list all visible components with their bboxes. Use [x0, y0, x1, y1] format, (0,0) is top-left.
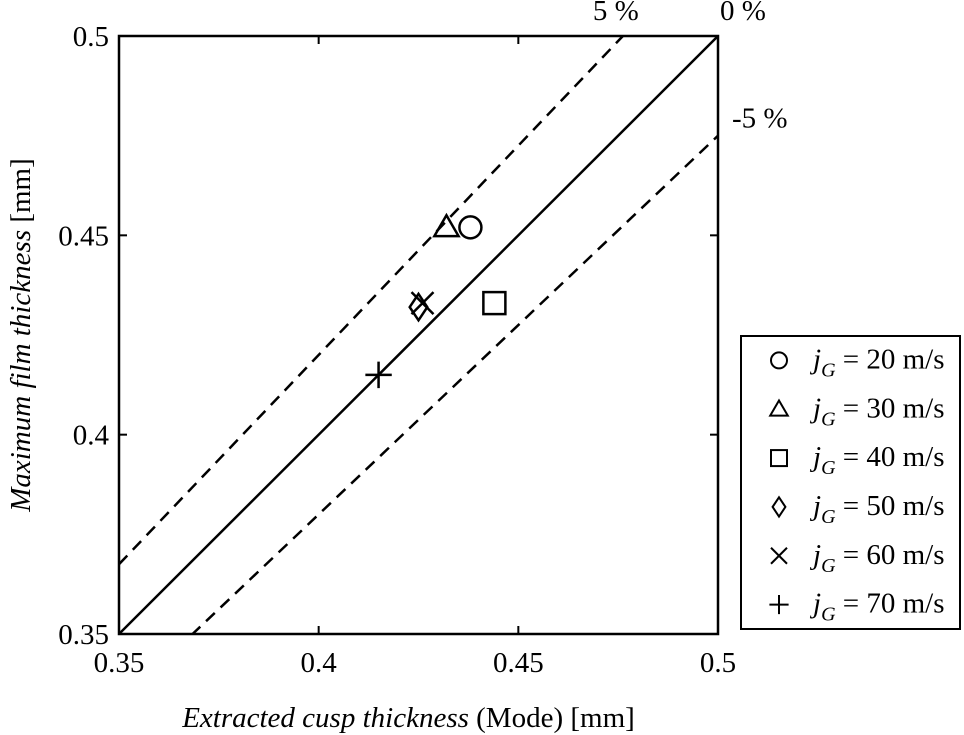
- reference-line: [119, 36, 718, 634]
- y-axis-label: Maximum film thickness [mm]: [5, 158, 37, 513]
- marker: [482, 290, 507, 316]
- legend-label: jG = 40 m/s: [809, 441, 945, 479]
- legend-label: jG = 50 m/s: [809, 490, 945, 528]
- reference-label: 5 %: [593, 0, 639, 27]
- y-tick-label: 0.4: [73, 420, 110, 452]
- marker: [432, 212, 461, 238]
- y-tick-label: 0.45: [58, 220, 109, 252]
- reference-label: 0 %: [720, 0, 766, 27]
- marker: [770, 449, 788, 468]
- marker: [458, 215, 483, 240]
- reference-line: [190, 134, 718, 634]
- y-tick-label: 0.35: [58, 619, 109, 651]
- marker: [770, 547, 788, 565]
- y-tick-label: 0.5: [73, 21, 109, 53]
- x-tick-label: 0.5: [700, 647, 736, 679]
- legend-label: jG = 60 m/s: [809, 539, 945, 577]
- x-tick-label: 0.35: [94, 647, 145, 679]
- plot-frame: [117, 34, 720, 636]
- marker: [768, 398, 790, 417]
- marker: [410, 291, 435, 315]
- legend-label: jG = 30 m/s: [809, 392, 945, 430]
- x-tick-label: 0.4: [301, 647, 338, 679]
- x-axis-label: Extracted cusp thickness (Mode) [mm]: [181, 702, 635, 734]
- marker: [365, 361, 392, 389]
- legend-box: [740, 335, 961, 630]
- marker: [769, 594, 789, 615]
- legend-label: jG = 20 m/s: [809, 343, 945, 381]
- marker: [771, 495, 787, 519]
- x-tick-label: 0.45: [493, 647, 544, 679]
- reference-line: [119, 36, 625, 566]
- marker: [770, 351, 788, 370]
- reference-label: -5 %: [732, 103, 788, 135]
- legend-label: jG = 70 m/s: [809, 588, 945, 626]
